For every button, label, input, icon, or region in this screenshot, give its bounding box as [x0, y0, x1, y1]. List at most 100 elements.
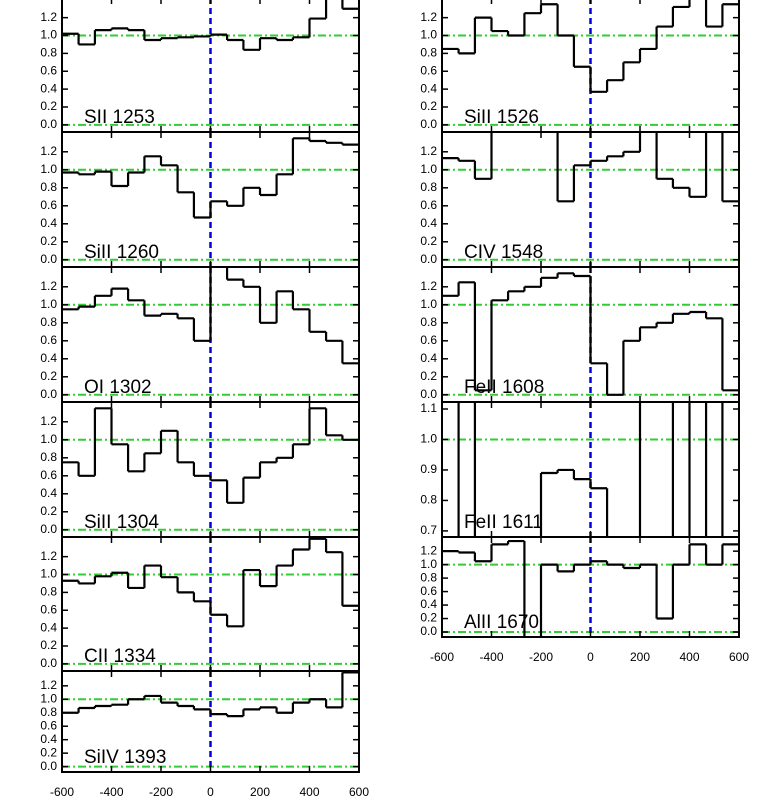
y-tick-label: 0.0	[420, 117, 437, 131]
x-tick-label: -200	[149, 785, 173, 799]
y-tick-label: 1.2	[40, 678, 57, 692]
line-label: CII 1334	[84, 646, 156, 667]
y-tick-label: 0.2	[420, 369, 437, 383]
y-tick-label: 0.0	[40, 387, 57, 401]
y-tick-label: 1.2	[420, 144, 437, 158]
y-tick-label: 0.6	[420, 63, 437, 77]
y-tick-label: 0.2	[420, 611, 437, 625]
y-tick-label: 1.2	[420, 279, 437, 293]
x-tick-label: -600	[430, 650, 454, 664]
y-tick-label: 0.4	[40, 732, 57, 746]
y-tick-label: 0.0	[40, 759, 57, 773]
x-tick-label: 400	[299, 785, 319, 799]
x-tick-label: -400	[479, 650, 503, 664]
y-tick-label: 0.2	[40, 369, 57, 383]
panel	[442, 402, 739, 537]
y-tick-label: 0.7	[420, 523, 437, 537]
y-tick-label: 1.0	[40, 432, 57, 446]
y-tick-label: 1.0	[40, 567, 57, 581]
x-tick-label: -400	[99, 785, 123, 799]
y-tick-label: 1.0	[420, 28, 437, 42]
y-tick-label: 0.8	[420, 180, 437, 194]
y-tick-label: 0.6	[420, 584, 437, 598]
y-tick-label: 0.8	[40, 46, 57, 60]
line-label: SiII 1304	[84, 512, 159, 533]
y-tick-label: 1.2	[40, 279, 57, 293]
y-tick-label: 1.2	[40, 144, 57, 158]
panel	[62, 402, 359, 537]
y-tick-label: 0.4	[420, 351, 437, 365]
line-label: FeII 1608	[464, 377, 544, 398]
y-tick-label: 1.0	[40, 297, 57, 311]
y-tick-label: 1.0	[420, 432, 437, 446]
y-tick-label: 0.4	[420, 81, 437, 95]
x-tick-label: 400	[679, 650, 699, 664]
y-tick-label: 0.4	[40, 486, 57, 500]
y-tick-label: 0.2	[420, 234, 437, 248]
y-tick-label: 1.2	[40, 549, 57, 563]
y-tick-label: 0.2	[40, 638, 57, 652]
y-tick-label: 0.4	[420, 597, 437, 611]
y-tick-label: 1.0	[40, 162, 57, 176]
y-tick-label: 0.6	[420, 198, 437, 212]
y-tick-label: 0.6	[40, 468, 57, 482]
line-label: CIV 1548	[464, 242, 543, 263]
y-tick-label: 1.2	[420, 10, 437, 24]
y-tick-label: 0.8	[40, 705, 57, 719]
x-tick-label: 600	[349, 785, 369, 799]
line-label: FeII 1611	[464, 512, 543, 533]
line-label: OI 1302	[84, 377, 152, 398]
panel	[442, 0, 739, 132]
y-tick-label: 0.0	[40, 117, 57, 131]
line-label: AlII 1670	[464, 612, 539, 633]
y-tick-label: 0.9	[420, 462, 437, 476]
panel	[62, 132, 359, 267]
line-label: SiIV 1393	[84, 747, 166, 768]
y-tick-label: 0.2	[40, 504, 57, 518]
y-tick-label: 0.6	[40, 602, 57, 616]
y-tick-label: 0.2	[420, 99, 437, 113]
line-label: SII 1253	[84, 107, 155, 128]
panel	[62, 0, 359, 132]
y-tick-label: 0.0	[40, 252, 57, 266]
y-tick-label: 1.2	[40, 10, 57, 24]
x-tick-label: 200	[250, 785, 270, 799]
y-tick-label: 1.0	[40, 28, 57, 42]
y-tick-label: 0.4	[420, 216, 437, 230]
y-tick-label: 0.2	[40, 745, 57, 759]
y-tick-label: 1.0	[420, 162, 437, 176]
panel	[62, 537, 359, 671]
y-tick-label: 0.4	[40, 620, 57, 634]
y-tick-label: 1.2	[420, 543, 437, 557]
x-tick-label: 600	[729, 650, 749, 664]
y-tick-label: 0.8	[420, 315, 437, 329]
x-tick-label: 0	[207, 785, 214, 799]
panel	[442, 132, 739, 267]
y-tick-label: 0.6	[40, 198, 57, 212]
y-tick-label: 0.4	[40, 216, 57, 230]
y-tick-label: 0.8	[40, 585, 57, 599]
y-tick-label: 0.8	[40, 180, 57, 194]
x-tick-label: 0	[587, 650, 594, 664]
y-tick-label: 0.4	[40, 81, 57, 95]
y-tick-label: 0.8	[40, 450, 57, 464]
y-tick-label: 0.2	[40, 234, 57, 248]
line-label: SiII 1260	[84, 242, 159, 263]
y-tick-label: 1.0	[40, 691, 57, 705]
y-tick-label: 0.6	[40, 63, 57, 77]
panel	[62, 267, 359, 402]
y-tick-label: 0.0	[40, 656, 57, 670]
y-tick-label: 0.6	[40, 718, 57, 732]
x-tick-label: 200	[630, 650, 650, 664]
y-tick-label: 0.0	[420, 387, 437, 401]
y-tick-label: 0.0	[420, 252, 437, 266]
y-tick-label: 1.2	[40, 414, 57, 428]
y-tick-label: 0.2	[40, 99, 57, 113]
x-tick-label: -200	[529, 650, 553, 664]
line-label: SiII 1526	[464, 107, 539, 128]
y-tick-label: 0.8	[420, 46, 437, 60]
x-tick-label: -600	[50, 785, 74, 799]
y-tick-label: 1.1	[420, 401, 437, 415]
